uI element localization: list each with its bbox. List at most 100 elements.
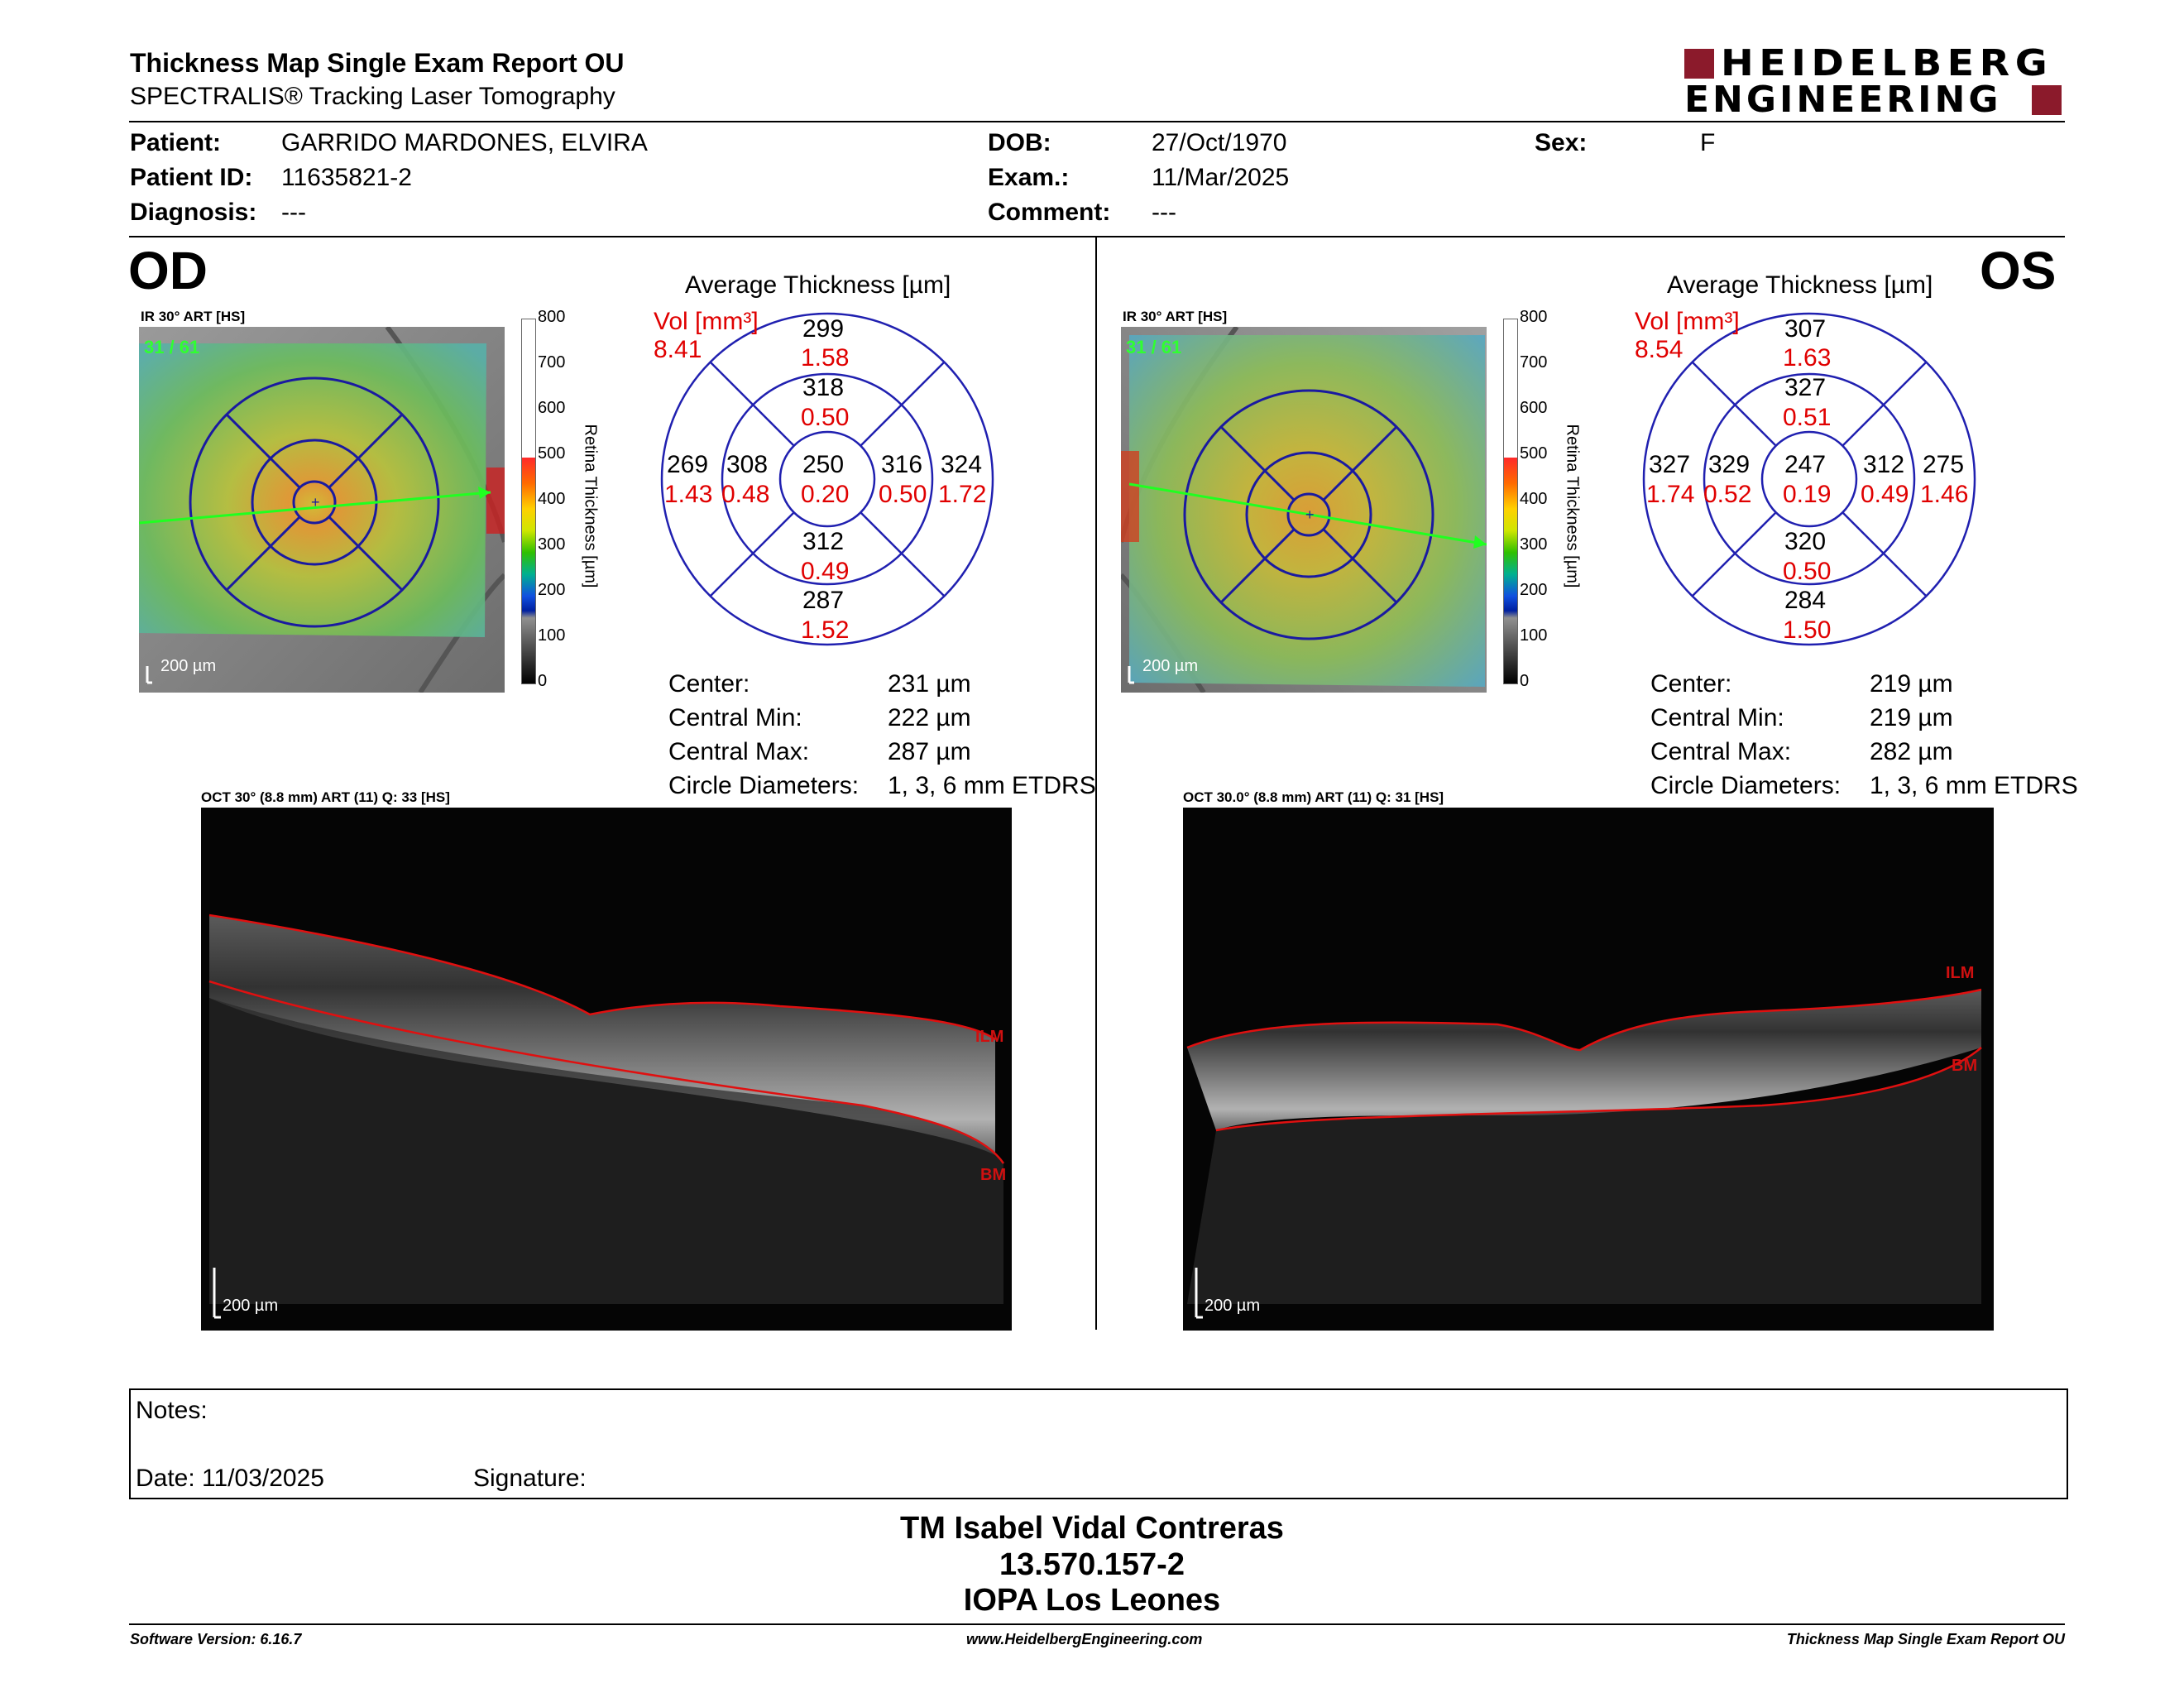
os-inner-sup-thickness: 327 (1784, 374, 1827, 401)
os-tick-600: 600 (1520, 399, 1548, 417)
od-inner-sup-thickness: 318 (802, 374, 845, 401)
diagnosis-label: Diagnosis: (130, 199, 257, 226)
od-etdrs-grid (658, 309, 997, 649)
logo-line1: HEIDELBERG (1721, 42, 2053, 84)
od-outer-inf-volume: 1.52 (801, 616, 850, 644)
patient-id: 11635821-2 (281, 164, 412, 191)
date-label: Date: 11/03/2025 (136, 1465, 324, 1492)
os-max-value: 282 µm (1870, 738, 1953, 765)
od-inner-left-thickness: 308 (726, 451, 769, 478)
od-avg-title: Average Thickness [µm] (685, 271, 951, 299)
os-inner-left-thickness: 329 (1708, 451, 1751, 478)
dob-value: 27/Oct/1970 (1152, 129, 1287, 156)
os-outer-left-thickness: 327 (1649, 451, 1691, 478)
os-inner-sup-volume: 0.51 (1783, 404, 1832, 431)
os-tick-100: 100 (1520, 626, 1548, 645)
footer-software-version: Software Version: 6.16.7 (130, 1631, 302, 1647)
od-min-label: Central Min: (668, 704, 802, 731)
signature-label: Signature: (473, 1465, 587, 1492)
os-tick-200: 200 (1520, 581, 1548, 599)
od-outer-sup-thickness: 299 (802, 315, 845, 343)
svg-text:+: + (311, 494, 320, 511)
os-max-label: Central Max: (1650, 738, 1792, 765)
os-diam-value: 1, 3, 6 mm ETDRS (1870, 772, 2078, 799)
patient-divider (129, 236, 2065, 237)
od-tick-200: 200 (538, 581, 566, 599)
od-oct-label: OCT 30° (8.8 mm) ART (11) Q: 33 [HS] (201, 789, 450, 805)
heidelberg-logo: HEIDELBERG ENGINEERING (1684, 42, 2065, 121)
os-tick-700: 700 (1520, 353, 1548, 372)
report-subtitle: SPECTRALIS® Tracking Laser Tomography (130, 83, 615, 110)
os-inner-right-thickness: 312 (1863, 451, 1905, 478)
os-inner-right-volume: 0.49 (1861, 481, 1909, 508)
os-oct-scan: ILM BM 200 µm (1183, 808, 1994, 1331)
os-min-label: Central Min: (1650, 704, 1784, 731)
od-outer-left-volume: 1.43 (664, 481, 713, 508)
od-colorbar-title: Retina Thickness [µm] (581, 424, 600, 588)
footer-website-link[interactable]: www.HeidelbergEngineering.com (966, 1631, 1203, 1647)
header-divider (129, 121, 2065, 122)
od-vol-label: Vol [mm³] (654, 308, 759, 335)
od-inner-inf-volume: 0.49 (801, 558, 850, 585)
od-oct-scan: ILM BM 200 µm (201, 808, 1012, 1331)
os-tick-500: 500 (1520, 444, 1548, 463)
od-ir-frames: 31 / 61 (144, 337, 199, 357)
notes-box[interactable]: Notes: Date: 11/03/2025 Signature: (129, 1388, 2068, 1499)
od-fundus-image: + 31 / 61 200 µm (139, 327, 505, 693)
od-tick-100: 100 (538, 626, 566, 645)
od-inner-right-volume: 0.50 (879, 481, 927, 508)
os-inner-left-volume: 0.52 (1703, 481, 1752, 508)
patient-name: GARRIDO MARDONES, ELVIRA (281, 129, 648, 156)
od-diam-value: 1, 3, 6 mm ETDRS (888, 772, 1096, 799)
od-center-thickness: 250 (802, 451, 845, 478)
od-center-volume: 0.20 (801, 481, 850, 508)
logo-line2: ENGINEERING (1684, 79, 2002, 121)
od-inner-right-thickness: 316 (881, 451, 923, 478)
exam-label: Exam.: (988, 164, 1070, 191)
os-ir-frames: 31 / 61 (1126, 337, 1181, 357)
os-center-volume: 0.19 (1783, 481, 1832, 508)
os-inner-inf-thickness: 320 (1784, 528, 1827, 555)
od-inner-sup-volume: 0.50 (801, 404, 850, 431)
os-bm-label: BM (1952, 1057, 1977, 1075)
svg-text:+: + (1305, 506, 1315, 523)
eye-divider (1095, 237, 1097, 1330)
os-vol-value: 8.54 (1635, 336, 1684, 363)
od-tick-700: 700 (538, 353, 566, 372)
dob-label: DOB: (988, 129, 1051, 156)
os-ir-label: IR 30° ART [HS] (1123, 309, 1228, 324)
od-tick-300: 300 (538, 535, 566, 554)
exam-value: 11/Mar/2025 (1152, 164, 1290, 191)
os-outer-right-volume: 1.46 (1920, 481, 1969, 508)
od-inner-left-volume: 0.48 (721, 481, 770, 508)
os-eye-label: OS (1980, 241, 2057, 300)
os-tick-300: 300 (1520, 535, 1548, 554)
signer-id: 13.570.157-2 (999, 1547, 1185, 1582)
od-center-value: 231 µm (888, 670, 971, 698)
os-outer-sup-thickness: 307 (1784, 315, 1827, 343)
signer-name: TM Isabel Vidal Contreras (900, 1511, 1284, 1546)
od-tick-500: 500 (538, 444, 566, 463)
od-ilm-label: ILM (975, 1028, 1003, 1046)
os-center-label: Center: (1650, 670, 1732, 698)
patient-id-label: Patient ID: (130, 164, 253, 191)
od-min-value: 222 µm (888, 704, 971, 731)
od-ir-label: IR 30° ART [HS] (141, 309, 246, 324)
os-avg-title: Average Thickness [µm] (1667, 271, 1933, 299)
comment-label: Comment: (988, 199, 1111, 226)
footer-divider (129, 1623, 2065, 1625)
od-eye-label: OD (128, 241, 208, 300)
signer-institution: IOPA Los Leones (963, 1583, 1221, 1618)
os-tick-0: 0 (1520, 672, 1530, 690)
os-vol-label: Vol [mm³] (1635, 308, 1740, 335)
od-tick-600: 600 (538, 399, 566, 417)
os-min-value: 219 µm (1870, 704, 1953, 731)
notes-label: Notes: (136, 1397, 208, 1424)
od-colorbar (521, 319, 536, 684)
footer-report-name: Thickness Map Single Exam Report OU (1786, 1631, 2065, 1647)
os-outer-sup-volume: 1.63 (1783, 344, 1832, 372)
od-max-label: Central Max: (668, 738, 810, 765)
os-oct-label: OCT 30.0° (8.8 mm) ART (11) Q: 31 [HS] (1183, 789, 1444, 805)
od-vol-value: 8.41 (654, 336, 702, 363)
patient-label: Patient: (130, 129, 222, 156)
